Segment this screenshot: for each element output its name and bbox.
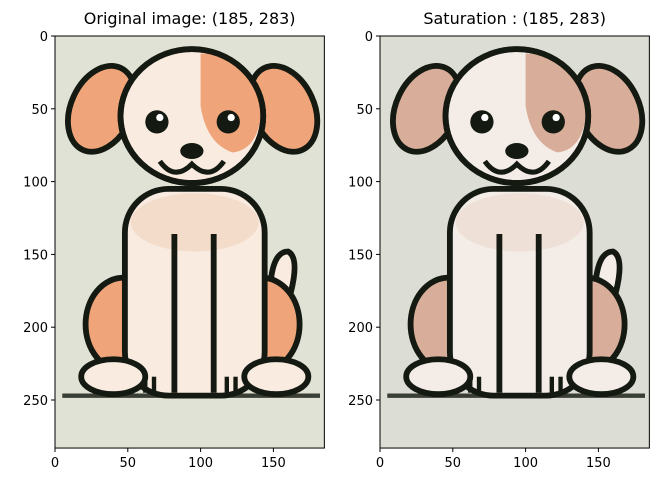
y-tick-label: 150: [23, 248, 48, 263]
x-tick-label: 100: [513, 456, 538, 471]
x-tick-label: 100: [188, 456, 213, 471]
x-tick-label: 0: [51, 456, 59, 471]
axes-frame: [379, 35, 650, 449]
image: [380, 36, 650, 449]
mouth: [482, 159, 551, 175]
belly: [455, 193, 584, 252]
foot: [403, 356, 474, 398]
belly: [130, 193, 259, 252]
x-tick-label: 50: [120, 456, 137, 471]
x-tick-label: 0: [376, 456, 384, 471]
foot: [566, 356, 637, 398]
eye-shine: [481, 113, 489, 122]
y-tick-label: 250: [348, 394, 373, 409]
head-outline: [442, 46, 592, 186]
head-outline: [117, 46, 267, 186]
eye-shine: [227, 113, 235, 122]
y-tick-label: 0: [365, 30, 373, 45]
x-tick-label: 50: [445, 456, 462, 471]
y-tick-label: 200: [348, 321, 373, 336]
foot: [241, 356, 312, 398]
nose: [180, 143, 204, 160]
eye: [145, 110, 169, 134]
y-tick-label: 150: [348, 248, 373, 263]
x-tick-label: 150: [586, 456, 611, 471]
y-tick-label: 100: [23, 176, 48, 191]
y-tick-label: 0: [40, 30, 48, 45]
eye-shine: [156, 113, 164, 122]
eye: [216, 110, 240, 134]
y-tick-label: 100: [348, 176, 373, 191]
axes-title: Original image: (185, 283): [84, 9, 296, 28]
y-tick-label: 250: [23, 394, 48, 409]
nose: [505, 143, 529, 160]
foot: [78, 356, 149, 398]
eye: [541, 110, 565, 134]
eye-shine: [552, 113, 560, 122]
y-tick-label: 200: [23, 321, 48, 336]
axes-frame: [54, 35, 325, 449]
image: [55, 36, 325, 449]
head-patch: [525, 53, 587, 153]
axes-title: Saturation : (185, 283): [423, 9, 606, 28]
head-patch: [200, 53, 262, 153]
eye: [470, 110, 494, 134]
y-tick-label: 50: [356, 103, 373, 118]
x-tick-label: 150: [261, 456, 286, 471]
mouth: [157, 159, 226, 175]
y-tick-label: 50: [31, 103, 48, 118]
